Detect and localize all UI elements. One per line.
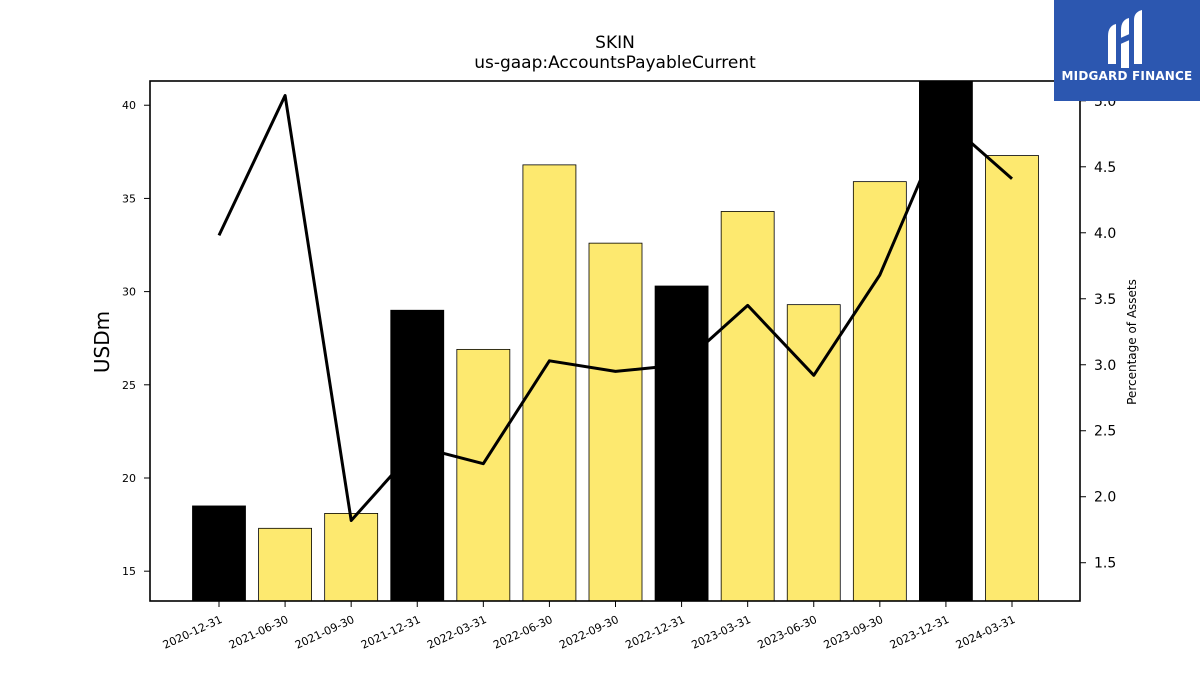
x-tick-label: 2022-03-31 (425, 613, 488, 652)
x-tick-label: 2020-12-31 (161, 613, 224, 652)
y2-tick-label: 4.5 (1094, 160, 1116, 176)
y2-tick-label: 4.0 (1094, 226, 1116, 242)
brand-logo: MIDGARD FINANCE (1054, 0, 1200, 101)
bar-2023-06-30 (786, 304, 841, 602)
y2-tick-label: 2.5 (1094, 424, 1116, 440)
bar-2022-12-31 (654, 285, 709, 602)
x-tick-label: 2022-12-31 (623, 613, 686, 652)
y-tick-label: 20 (122, 472, 136, 485)
x-tick-label: 2023-12-31 (888, 613, 951, 652)
chart-subtitle: us-gaap:AccountsPayableCurrent (474, 53, 756, 73)
x-tick-label: 2023-03-31 (689, 613, 752, 652)
y-tick-label: 25 (122, 379, 136, 392)
y2-tick-label: 3.5 (1094, 292, 1116, 308)
y2-tick-label: 1.5 (1094, 556, 1116, 572)
bar-2023-03-31 (720, 211, 775, 602)
bar-2021-06-30 (258, 527, 312, 602)
line-layer (217, 94, 1013, 522)
bar-2022-06-30 (522, 164, 577, 602)
bar-2021-09-30 (324, 513, 379, 602)
bar-2023-09-30 (852, 181, 907, 602)
y-tick-label: 40 (122, 99, 136, 112)
bar-2022-09-30 (588, 242, 643, 602)
midgard-logo-icon (1108, 10, 1142, 68)
y2-axis-label: Percentage of Assets (1125, 279, 1139, 405)
x-tick-label: 2021-06-30 (227, 613, 290, 652)
bar-2023-12-31 (919, 80, 973, 602)
bar-2021-12-31 (390, 309, 445, 602)
bar-2024-03-31 (985, 155, 1039, 602)
x-tick-label: 2023-06-30 (756, 613, 819, 652)
y-tick-label: 15 (122, 565, 136, 578)
chart-title: SKIN (595, 33, 635, 53)
logo-text: MIDGARD FINANCE (1061, 69, 1193, 83)
x-tick-label: 2021-12-31 (359, 613, 422, 652)
x-tick-label: 2022-06-30 (491, 613, 554, 652)
y-axis-label: USDm (90, 311, 114, 373)
y2-tick-label: 3.0 (1094, 358, 1116, 374)
bar-2022-03-31 (456, 348, 511, 602)
y-tick-label: 30 (122, 286, 136, 299)
y-tick-label: 35 (122, 192, 136, 205)
x-tick-label: 2021-09-30 (293, 613, 356, 652)
bars-layer (192, 80, 1039, 602)
x-tick-label: 2023-09-30 (822, 613, 885, 652)
bar-2020-12-31 (192, 505, 246, 602)
y2-tick-label: 2.0 (1094, 490, 1116, 506)
x-tick-label: 2022-09-30 (557, 613, 620, 652)
x-tick-label: 2024-03-31 (954, 613, 1017, 652)
line-series-percentage-of-assets (217, 94, 1013, 522)
